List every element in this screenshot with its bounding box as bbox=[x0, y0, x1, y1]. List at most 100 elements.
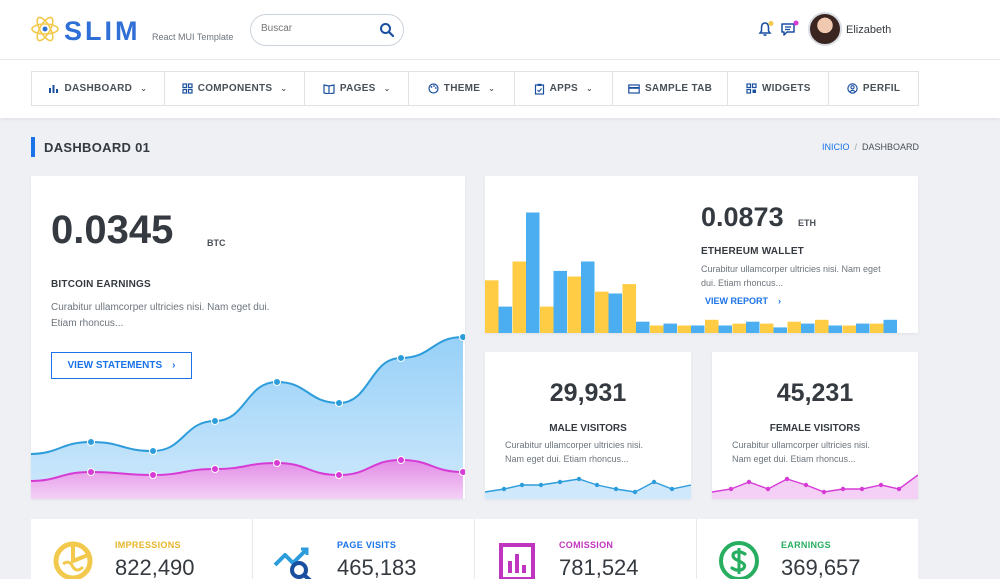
stat-page-visits: PAGE VISITS 465,183 bbox=[253, 519, 475, 579]
chevron-down-icon: ⌄ bbox=[280, 84, 288, 93]
bar-yellow bbox=[650, 325, 664, 333]
nav-widgets[interactable]: WIDGETS bbox=[728, 72, 830, 105]
avatar[interactable] bbox=[808, 12, 842, 46]
sparkline-fill bbox=[712, 475, 918, 499]
ethereum-unit: ETH bbox=[798, 218, 816, 228]
bar-yellow bbox=[760, 323, 774, 333]
stat-value: 465,183 bbox=[337, 555, 417, 579]
stat-label: IMPRESSIONS bbox=[115, 540, 181, 550]
page-title: DASHBOARD 01 bbox=[44, 140, 151, 155]
ethereum-bar-chart bbox=[485, 212, 897, 333]
bar-yellow bbox=[595, 291, 609, 333]
nav-sample-tab[interactable]: SAMPLE TAB bbox=[613, 72, 729, 105]
sparkline-line bbox=[712, 474, 918, 493]
trend-search-icon bbox=[273, 547, 312, 579]
area-fill-blue bbox=[31, 337, 463, 499]
desc-line: Nam eget dui. Etiam rhoncus... bbox=[732, 454, 856, 464]
bar-blue bbox=[883, 319, 897, 333]
bar-blue bbox=[498, 306, 512, 333]
sparkline-point bbox=[576, 476, 582, 482]
view-report-button[interactable]: VIEW REPORT › bbox=[705, 296, 781, 306]
data-point bbox=[149, 447, 157, 455]
nav-label: DASHBOARD bbox=[64, 83, 133, 94]
sparkline-line bbox=[485, 478, 691, 493]
view-statements-button[interactable]: VIEW STATEMENTS › bbox=[51, 352, 192, 379]
stat-comission: COMISSION 781,524 bbox=[475, 519, 697, 579]
bar-blue bbox=[526, 212, 540, 333]
button-label: VIEW REPORT bbox=[705, 296, 769, 306]
ethereum-desc: Curabitur ullamcorper ultricies nisi. Na… bbox=[701, 262, 881, 290]
chat-icon[interactable] bbox=[780, 20, 800, 38]
nav-label: COMPONENTS bbox=[197, 83, 273, 94]
sparkline-point bbox=[896, 486, 902, 492]
bar-blue bbox=[636, 321, 650, 333]
username[interactable]: Elizabeth bbox=[846, 24, 892, 36]
brand-tagline: React MUI Template bbox=[152, 32, 234, 42]
nav-perfil[interactable]: PERFIL bbox=[829, 72, 918, 105]
bar-yellow bbox=[705, 319, 719, 333]
sparkline-point bbox=[728, 486, 734, 492]
bitcoin-label: BITCOIN EARNINGS bbox=[51, 279, 151, 290]
chevron-down-icon: ⌄ bbox=[140, 84, 148, 93]
bar-blue bbox=[828, 325, 842, 333]
bar-yellow bbox=[567, 276, 581, 333]
brand-name: SLIM bbox=[64, 16, 141, 46]
bitcoin-card: 0.0345 BTC BITCOIN EARNINGS Curabitur ul… bbox=[31, 176, 465, 499]
bar-blue bbox=[553, 270, 567, 333]
user-circle-icon bbox=[847, 83, 858, 94]
widgets-icon bbox=[746, 83, 757, 94]
male-visitors-card: 29,931 MALE VISITORS Curabitur ullamcorp… bbox=[485, 352, 691, 499]
sparkline-point bbox=[803, 482, 809, 488]
data-point bbox=[211, 465, 219, 473]
chevron-right-icon: › bbox=[778, 296, 782, 306]
bar-blue bbox=[608, 293, 622, 333]
search-input[interactable] bbox=[261, 23, 371, 34]
nav-components[interactable]: COMPONENTS ⌄ bbox=[165, 72, 306, 105]
bitcoin-area-chart bbox=[31, 333, 465, 499]
bar-blue bbox=[663, 323, 677, 333]
female-visitors-sparkline bbox=[712, 474, 918, 499]
palette-icon bbox=[428, 83, 439, 94]
breadcrumb-current: DASHBOARD bbox=[861, 142, 919, 152]
breadcrumb-home[interactable]: INICIO bbox=[821, 142, 850, 152]
ethereum-value: 0.0873 bbox=[701, 202, 784, 232]
bar-yellow bbox=[787, 321, 801, 333]
nav-apps[interactable]: APPS ⌄ bbox=[515, 72, 613, 105]
sparkline-point bbox=[501, 486, 507, 492]
data-point bbox=[87, 438, 95, 446]
nav-pages[interactable]: PAGES ⌄ bbox=[305, 72, 410, 105]
bar-blue bbox=[581, 261, 595, 333]
data-point bbox=[459, 333, 465, 341]
nav-label: APPS bbox=[549, 83, 579, 94]
male-visitors-sparkline bbox=[485, 476, 691, 499]
sparkline-point bbox=[519, 482, 525, 488]
sparkline-fill bbox=[485, 479, 691, 499]
sparkline-point bbox=[821, 489, 827, 495]
data-point bbox=[459, 468, 465, 476]
stat-label: PAGE VISITS bbox=[337, 540, 397, 550]
bar-yellow bbox=[842, 325, 856, 333]
nav-theme[interactable]: THEME ⌄ bbox=[409, 72, 515, 105]
data-point bbox=[149, 471, 157, 479]
bar-yellow bbox=[677, 325, 691, 333]
stat-impressions: IMPRESSIONS 822,490 bbox=[31, 519, 253, 579]
ethereum-label: ETHEREUM WALLET bbox=[701, 246, 804, 257]
bar-chart-icon bbox=[49, 85, 59, 93]
data-point bbox=[397, 354, 405, 362]
nav-menu: DASHBOARD ⌄ COMPONENTS ⌄ PAGES ⌄ THEME ⌄ APP… bbox=[31, 71, 919, 106]
nav-label: PAGES bbox=[339, 83, 376, 94]
chevron-down-icon: ⌄ bbox=[488, 84, 496, 93]
bitcoin-unit: BTC bbox=[207, 238, 226, 248]
bar-blue bbox=[746, 321, 760, 333]
stat-earnings: EARNINGS 369,657 bbox=[697, 519, 918, 579]
desc-line: Curabitur ullamcorper ultricies nisi. Na… bbox=[701, 264, 881, 274]
bar-blue bbox=[801, 323, 815, 333]
female-visitors-value: 45,231 bbox=[776, 379, 854, 407]
notification-bell-icon[interactable] bbox=[757, 20, 775, 38]
nav-dashboard[interactable]: DASHBOARD ⌄ bbox=[32, 72, 165, 105]
search-icon[interactable] bbox=[379, 22, 395, 38]
bar-blue bbox=[856, 323, 870, 333]
clipboard-icon bbox=[534, 83, 544, 95]
data-point bbox=[211, 417, 219, 425]
book-icon bbox=[323, 84, 335, 94]
